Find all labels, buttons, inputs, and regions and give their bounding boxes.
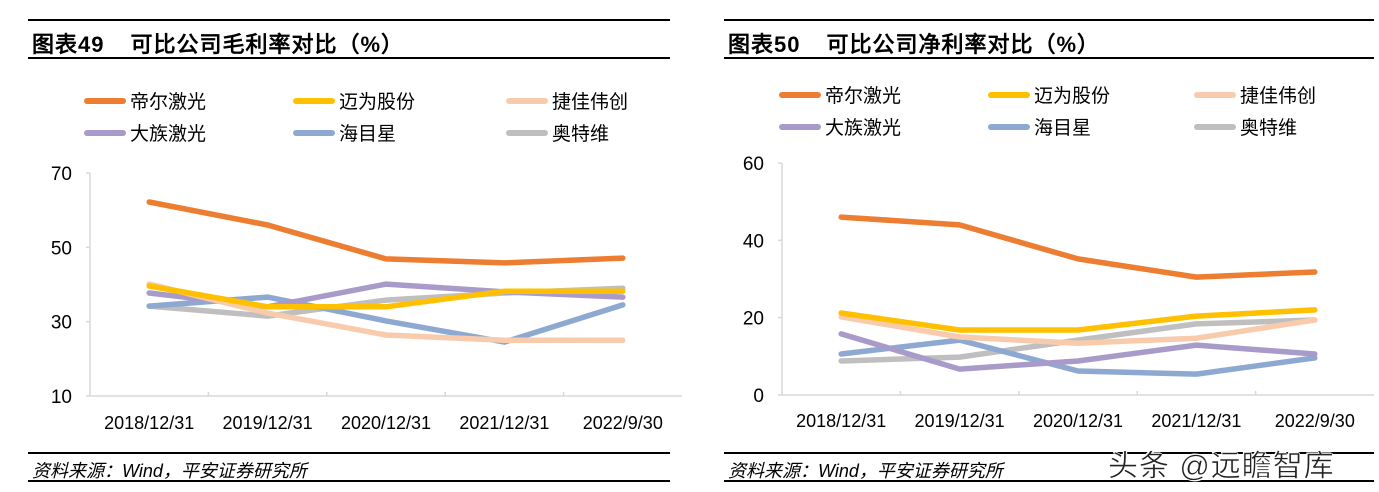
legend-swatch <box>293 97 335 104</box>
title-bottom-rule <box>28 57 670 59</box>
series-group <box>838 214 1318 377</box>
legend-label: 捷佳伟创 <box>552 92 629 113</box>
y-tick-label: 30 <box>51 313 72 334</box>
figure-label: 图表50 <box>728 32 801 57</box>
y-tick-label: 70 <box>51 164 72 185</box>
legend-swatch <box>84 97 126 104</box>
x-tick-label: 2021/12/31 <box>459 413 549 433</box>
legend-swatch <box>1194 91 1236 98</box>
figure-title: 可比公司净利率对比（%） <box>826 32 1101 57</box>
legend-label: 迈为股份 <box>339 92 416 113</box>
series-line <box>838 214 1318 280</box>
chart-title: 图表49 可比公司毛利率对比（%） <box>32 27 404 59</box>
y-tick-label: 0 <box>753 386 764 407</box>
x-tick-label: 2021/12/31 <box>1151 411 1241 431</box>
legend-item: 奥特维 <box>1194 113 1297 140</box>
legend-label: 捷佳伟创 <box>1240 86 1317 107</box>
legend-label: 帝尔激光 <box>130 92 207 113</box>
source-top-rule <box>724 452 1374 454</box>
title-bottom-rule <box>724 57 1374 59</box>
source-note: 资料来源：Wind，平安证券研究所 <box>32 461 307 481</box>
x-tick-label: 2018/12/31 <box>796 411 886 431</box>
watermark: 头条 @远瞻智库 <box>1108 450 1335 484</box>
legend-label: 奥特维 <box>1240 118 1298 139</box>
legend-label: 帝尔激光 <box>825 86 902 107</box>
x-tick-label: 2019/12/31 <box>223 413 313 433</box>
y-tick-label: 10 <box>51 387 72 408</box>
y-tick-label: 40 <box>743 231 764 252</box>
legend-item: 捷佳伟创 <box>506 87 628 114</box>
legend-item: 捷佳伟创 <box>1194 81 1316 108</box>
line-chart-gross-margin: 10 30 50 70 2018/12/31 2019/12/31 2020/12/31 20… <box>51 164 682 433</box>
x-tick-label: 2022/9/30 <box>583 413 663 433</box>
legend-label: 海目星 <box>339 124 397 145</box>
legend-item: 帝尔激光 <box>84 87 206 114</box>
legend-swatch <box>779 91 821 98</box>
x-tick-label: 2020/12/31 <box>1033 411 1123 431</box>
source-note: 资料来源：Wind，平安证券研究所 <box>728 461 1003 481</box>
y-tick-label: 50 <box>51 238 72 259</box>
line-chart-net-margin: 0 20 40 60 2018/12/31 2019/12/31 2020/12/31 202… <box>743 154 1374 431</box>
legend-item: 迈为股份 <box>988 81 1110 108</box>
legend-label: 海目星 <box>1034 118 1092 139</box>
legend-item: 海目星 <box>293 119 396 146</box>
x-tick-label: 2019/12/31 <box>915 411 1005 431</box>
legend-item: 大族激光 <box>84 119 206 146</box>
series-group <box>146 199 626 345</box>
legend-item: 大族激光 <box>779 113 901 140</box>
legend-swatch <box>779 123 821 130</box>
legend-item: 奥特维 <box>506 119 609 146</box>
legend-label: 奥特维 <box>552 124 610 145</box>
series-line <box>146 199 626 266</box>
legend-swatch <box>506 97 548 104</box>
source-bottom-rule <box>724 480 1374 482</box>
legend-label: 大族激光 <box>825 118 902 139</box>
source-bottom-rule <box>28 480 670 482</box>
legend-item: 海目星 <box>988 113 1091 140</box>
source-top-rule <box>28 452 670 454</box>
legend-swatch <box>1194 123 1236 130</box>
title-top-rule <box>724 19 1374 21</box>
legend-swatch <box>506 129 548 136</box>
figure-title: 可比公司毛利率对比（%） <box>130 32 405 57</box>
legend-swatch <box>988 123 1030 130</box>
legend-item: 帝尔激光 <box>779 81 901 108</box>
y-tick-label: 60 <box>743 154 764 175</box>
chart-panel-net-margin: 图表50 可比公司净利率对比（%） 帝尔激光 迈为股份 捷佳伟创 大族激光 海目星… <box>690 0 1379 492</box>
y-tick-label: 20 <box>743 309 764 330</box>
legend-label: 迈为股份 <box>1034 86 1111 107</box>
legend-label: 大族激光 <box>130 124 207 145</box>
legend-swatch <box>84 129 126 136</box>
title-top-rule <box>28 19 670 21</box>
chart-title: 图表50 可比公司净利率对比（%） <box>728 27 1100 59</box>
legend-swatch <box>293 129 335 136</box>
x-tick-label: 2020/12/31 <box>341 413 431 433</box>
x-tick-label: 2018/12/31 <box>104 413 194 433</box>
chart-panel-gross-margin: 图表49 可比公司毛利率对比（%） 帝尔激光 迈为股份 捷佳伟创 大族激光 海目星… <box>28 19 682 482</box>
figure-label: 图表49 <box>32 32 105 57</box>
legend-swatch <box>988 91 1030 98</box>
legend-item: 迈为股份 <box>293 87 415 114</box>
x-tick-label: 2022/9/30 <box>1275 411 1355 431</box>
